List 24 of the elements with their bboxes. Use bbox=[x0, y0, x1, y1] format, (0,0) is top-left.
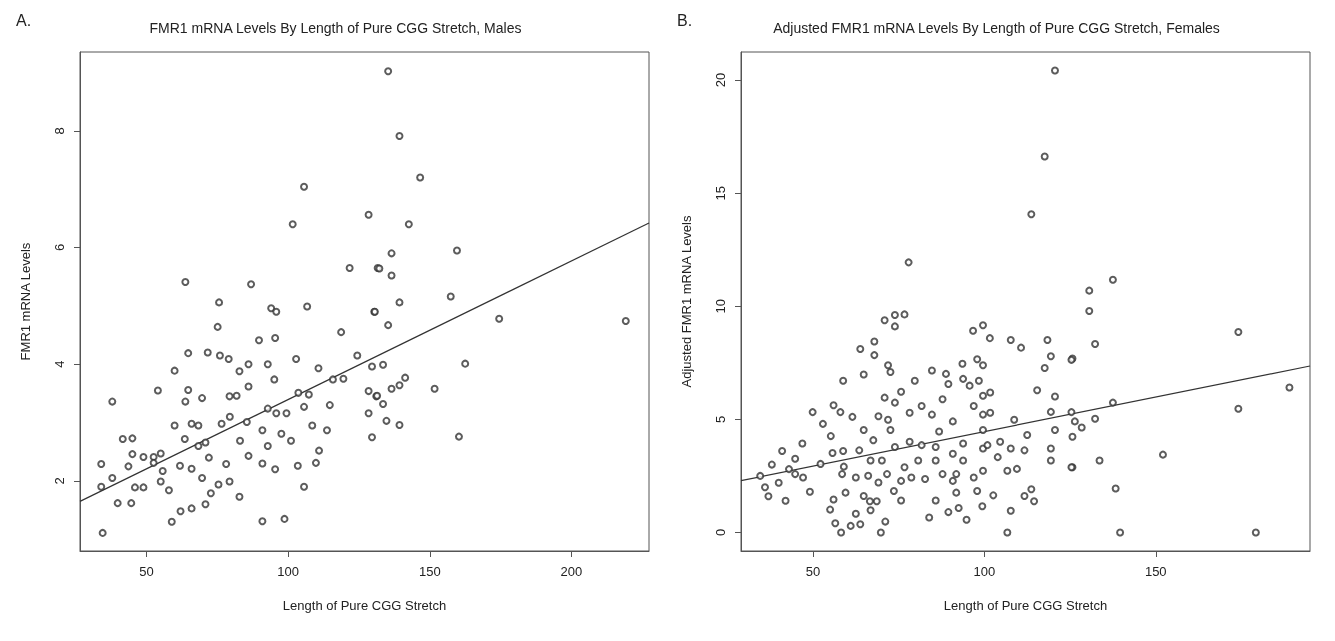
text: B. bbox=[677, 11, 693, 29]
x-tick-label: 150 bbox=[418, 564, 441, 579]
y-tick-label: 5 bbox=[713, 415, 728, 423]
y-tick-label: 20 bbox=[713, 72, 728, 88]
x-tick-label: 100 bbox=[973, 564, 996, 579]
y-axis-title: Adjusted FMR1 mRNA Levels bbox=[679, 215, 694, 388]
y-tick-label: 15 bbox=[713, 185, 728, 201]
x-tick-label: 150 bbox=[1144, 564, 1167, 579]
x-tick-label: 50 bbox=[805, 564, 821, 579]
y-tick-label: 8 bbox=[52, 127, 67, 135]
y-tick-label: 2 bbox=[52, 477, 67, 485]
x-tick-label: 200 bbox=[560, 564, 583, 579]
y-tick-label: 0 bbox=[713, 528, 728, 537]
y-tick-label: 10 bbox=[713, 299, 728, 314]
y-axis-title: FMR1 mRNA Levels bbox=[18, 242, 33, 361]
chart-title: FMR1 mRNA Levels By Length of Pure CGG Stretch, Males bbox=[149, 20, 522, 36]
chart-title: Adjusted FMR1 mRNA Levels By Length of Pure CGG Stretch, Females bbox=[773, 20, 1220, 36]
x-tick-label: 100 bbox=[277, 564, 300, 579]
x-axis-title: Length of Pure CGG Stretch bbox=[282, 598, 447, 613]
y-tick-label: 6 bbox=[52, 243, 67, 252]
text: A. bbox=[16, 11, 32, 29]
y-tick-label: 4 bbox=[52, 360, 67, 368]
x-tick-label: 50 bbox=[139, 564, 154, 579]
x-axis-title: Length of Pure CGG Stretch bbox=[943, 598, 1108, 613]
